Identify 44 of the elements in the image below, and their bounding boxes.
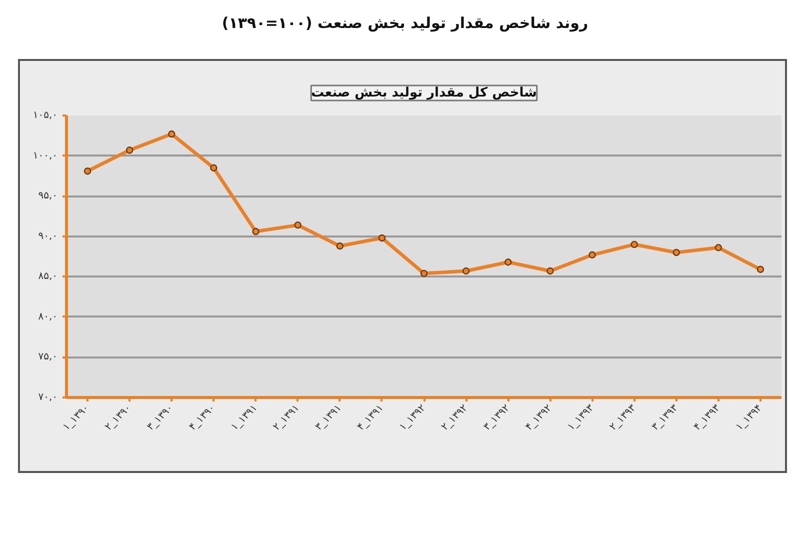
y-tick-label: ۱۰۵,۰: [32, 110, 58, 121]
x-tick-label: ۱_۱۳۹۴: [734, 402, 764, 433]
x-tick-label: ۴_۱۳۹۱: [356, 402, 386, 433]
y-tick-label: ۸۵,۰: [38, 271, 58, 282]
point: [714, 244, 722, 252]
point: [504, 258, 512, 266]
point: [252, 228, 260, 236]
x-tick-label: ۱_۱۳۹۱: [229, 402, 260, 433]
point: [84, 168, 92, 175]
y-tick-label: ۹۵,۰: [38, 190, 58, 202]
point: [210, 164, 218, 172]
x-tick-label: ۳_۱۳۹۰: [145, 402, 176, 433]
point: [588, 251, 596, 258]
point: [336, 242, 344, 250]
chart-title: روند شاخص مقدار تولید بخش صنعت (۱۰۰=۱۳۹۰): [222, 13, 588, 34]
x-tick-label: ۱_۱۳۹۲: [398, 402, 428, 433]
point: [420, 270, 428, 278]
point: [630, 240, 638, 248]
x-tick-label: ۴_۱۳۹۳: [692, 402, 723, 433]
x-tick-label: ۱_۱۳۹۰: [61, 402, 92, 433]
x-tick-label: ۳_۱۳۹۲: [482, 402, 512, 433]
point: [756, 266, 764, 273]
y-tick-label: ۹۰,۰: [38, 230, 58, 242]
point: [546, 267, 554, 275]
point: [126, 146, 134, 154]
x-tick-label: ۲_۱۳۹۲: [440, 402, 470, 433]
x-tick-label: ۳_۱۳۹۱: [313, 402, 344, 433]
point: [672, 248, 680, 256]
y-tick-label: ۸۰,۰: [38, 311, 58, 322]
y-tick-label: ۷۰,۰: [38, 392, 58, 403]
y-tick-label: ۱۰۰,۰: [32, 150, 58, 162]
point: [294, 221, 302, 229]
y-tick-label: ۷۵,۰: [38, 352, 58, 363]
point: [378, 234, 386, 242]
x-tick-label: ۴_۱۳۹۰: [187, 402, 218, 433]
point: [168, 130, 176, 138]
x-tick-label: ۲_۱۳۹۳: [608, 402, 639, 433]
x-tick-label: ۳_۱۳۹۳: [650, 402, 681, 433]
x-tick-label: ۴_۱۳۹۲: [524, 402, 554, 433]
point: [462, 267, 470, 275]
x-tick-label: ۲_۱۳۹۰: [103, 402, 134, 433]
x-tick-label: ۲_۱۳۹۱: [271, 402, 302, 433]
x-tick-label: ۱_۱۳۹۳: [566, 402, 597, 433]
chart-subtitle: شاخص کل مقدار تولید بخش صنعت: [311, 86, 537, 100]
